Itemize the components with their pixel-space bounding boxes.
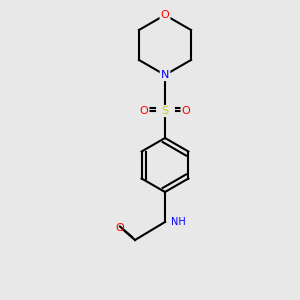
Text: O: O: [140, 106, 148, 116]
Text: N: N: [161, 70, 169, 80]
Text: NH: NH: [171, 217, 186, 227]
Text: S: S: [161, 106, 169, 116]
Text: O: O: [116, 223, 124, 233]
Text: O: O: [160, 10, 169, 20]
Text: O: O: [182, 106, 190, 116]
